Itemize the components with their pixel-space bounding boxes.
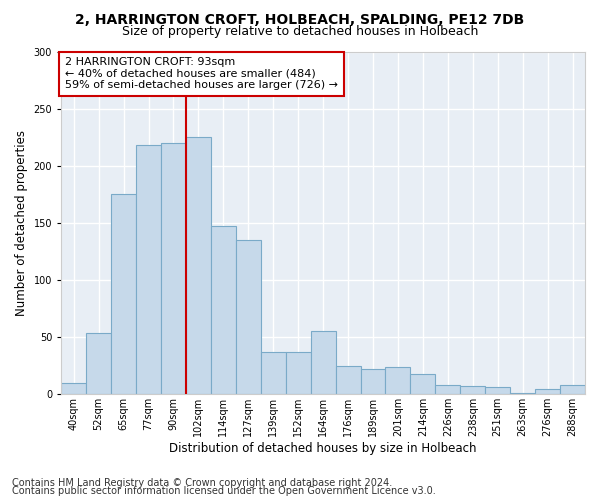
Text: 2 HARRINGTON CROFT: 93sqm
← 40% of detached houses are smaller (484)
59% of semi: 2 HARRINGTON CROFT: 93sqm ← 40% of detac… [65, 57, 338, 90]
Bar [410, 374, 436, 394]
Bar [236, 240, 261, 394]
Bar [86, 332, 111, 394]
Text: Contains public sector information licensed under the Open Government Licence v3: Contains public sector information licen… [12, 486, 436, 496]
Bar [485, 388, 510, 394]
Text: 2, HARRINGTON CROFT, HOLBEACH, SPALDING, PE12 7DB: 2, HARRINGTON CROFT, HOLBEACH, SPALDING,… [76, 12, 524, 26]
X-axis label: Distribution of detached houses by size in Holbeach: Distribution of detached houses by size … [169, 442, 477, 455]
Bar [335, 366, 361, 394]
Text: Size of property relative to detached houses in Holbeach: Size of property relative to detached ho… [122, 25, 478, 38]
Bar [111, 194, 136, 394]
Bar [361, 369, 385, 394]
Bar [385, 367, 410, 394]
Bar [436, 385, 460, 394]
Bar [136, 145, 161, 394]
Bar [510, 393, 535, 394]
Bar [535, 388, 560, 394]
Bar [286, 352, 311, 395]
Bar [311, 332, 335, 394]
Text: Contains HM Land Registry data © Crown copyright and database right 2024.: Contains HM Land Registry data © Crown c… [12, 478, 392, 488]
Bar [161, 143, 186, 395]
Bar [186, 137, 211, 394]
Y-axis label: Number of detached properties: Number of detached properties [15, 130, 28, 316]
Bar [211, 226, 236, 394]
Bar [560, 385, 585, 394]
Bar [261, 352, 286, 395]
Bar [61, 383, 86, 394]
Bar [460, 386, 485, 394]
